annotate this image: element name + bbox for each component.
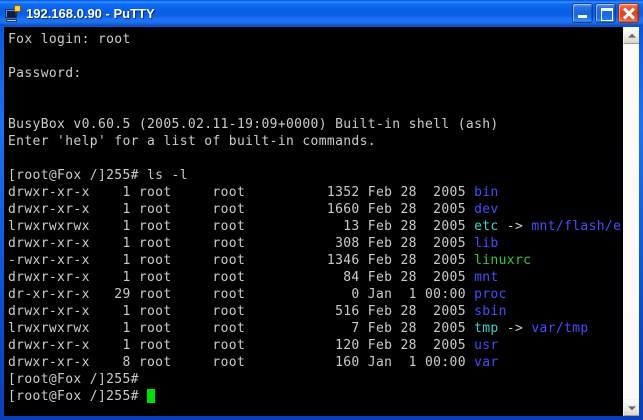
close-button[interactable] — [618, 3, 639, 23]
client-area: Fox login: root Password: BusyBox v0.60.… — [4, 27, 639, 416]
listing-row-meta: drwxr-xr-x 8 root root 160 Jan 1 00:00 — [8, 355, 475, 370]
listing-row-meta: -rwxr-xr-x 1 root root 1346 Feb 28 2005 — [8, 253, 475, 268]
symlink-target: mnt/flash/etc — [531, 219, 622, 234]
listing-entry-name: var — [474, 355, 499, 370]
block-cursor — [147, 389, 156, 403]
listing-row: drwxr-xr-x 1 root root 1352 Feb 28 2005 … — [8, 184, 622, 201]
symlink-arrow: -> — [498, 321, 532, 336]
listing-entry-name: mnt — [474, 270, 499, 285]
listing-row: drwxr-xr-x 1 root root 84 Feb 28 2005 mn… — [8, 269, 622, 286]
terminal-listing: drwxr-xr-x 1 root root 1352 Feb 28 2005 … — [8, 184, 622, 371]
listing-row-meta: dr-xr-xr-x 29 root root 0 Jan 1 00:00 — [8, 287, 475, 302]
active-prompt-line[interactable]: [root@Fox /]255# — [8, 388, 622, 405]
terminal-line: [root@Fox /]255# ls -l — [8, 168, 188, 183]
listing-row: dr-xr-xr-x 29 root root 0 Jan 1 00:00 pr… — [8, 286, 622, 303]
terminal-line: BusyBox v0.60.5 (2005.02.11-19:09+0000) … — [8, 117, 499, 132]
listing-row-meta: drwxr-xr-x 1 root root 516 Feb 28 2005 — [8, 304, 475, 319]
listing-row-meta: drwxr-xr-x 1 root root 120 Feb 28 2005 — [8, 338, 475, 353]
caption-buttons — [572, 3, 639, 23]
terminal-line: Enter 'help' for a list of built-in comm… — [8, 134, 376, 149]
listing-row-meta: drwxr-xr-x 1 root root 308 Feb 28 2005 — [8, 236, 475, 251]
putty-icon — [4, 4, 21, 22]
listing-entry-name: bin — [474, 185, 499, 200]
listing-row-meta: lrwxrwxrwx 1 root root 13 Feb 28 2005 — [8, 219, 475, 234]
listing-entry-name: tmp — [474, 321, 499, 336]
listing-row-meta: drwxr-xr-x 1 root root 1352 Feb 28 2005 — [8, 185, 475, 200]
window-title: 192.168.0.90 - PuTTY — [26, 5, 155, 21]
listing-row: lrwxrwxrwx 1 root root 13 Feb 28 2005 et… — [8, 218, 622, 235]
terminal-line: Fox login: root — [8, 32, 131, 47]
terminal-line — [8, 150, 622, 167]
listing-row-meta: drwxr-xr-x 1 root root 1660 Feb 28 2005 — [8, 202, 475, 217]
terminal-screen[interactable]: Fox login: root Password: BusyBox v0.60.… — [4, 27, 622, 416]
minimize-button[interactable] — [572, 3, 593, 23]
listing-row-meta: drwxr-xr-x 1 root root 84 Feb 28 2005 — [8, 270, 475, 285]
listing-row: drwxr-xr-x 1 root root 1660 Feb 28 2005 … — [8, 201, 622, 218]
listing-row: drwxr-xr-x 1 root root 308 Feb 28 2005 l… — [8, 235, 622, 252]
chevron-down-icon — [627, 405, 636, 410]
listing-entry-name: sbin — [474, 304, 507, 319]
title-bar[interactable]: 192.168.0.90 - PuTTY — [0, 0, 643, 26]
listing-entry-name: usr — [474, 338, 499, 353]
scrollbar-up-arrow-icon[interactable] — [623, 27, 639, 44]
putty-icon-plug — [14, 4, 21, 12]
scrollbar-track[interactable] — [623, 44, 639, 399]
terminal-line — [8, 48, 622, 65]
terminal-line: Password: — [8, 66, 82, 81]
listing-row: lrwxrwxrwx 1 root root 7 Feb 28 2005 tmp… — [8, 320, 622, 337]
maximize-button[interactable] — [595, 3, 616, 23]
listing-row: drwxr-xr-x 1 root root 120 Feb 28 2005 u… — [8, 337, 622, 354]
listing-entry-name: lib — [474, 236, 499, 251]
listing-entry-name: proc — [474, 287, 507, 302]
symlink-target: var/tmp — [531, 321, 589, 336]
listing-entry-name: etc — [474, 219, 499, 234]
prompt-line: [root@Fox /]255# — [8, 372, 139, 387]
listing-row: drwxr-xr-x 1 root root 516 Feb 28 2005 s… — [8, 303, 622, 320]
terminal-line — [8, 99, 622, 116]
terminal-prompt-lines: [root@Fox /]255# [root@Fox /]255# — [8, 371, 622, 405]
chevron-up-icon — [627, 33, 636, 38]
terminal-header-lines: Fox login: root Password: BusyBox v0.60.… — [8, 31, 622, 184]
listing-entry-name: dev — [474, 202, 499, 217]
listing-row-meta: lrwxrwxrwx 1 root root 7 Feb 28 2005 — [8, 321, 475, 336]
prompt-text: [root@Fox /]255# — [8, 389, 148, 404]
listing-row: drwxr-xr-x 8 root root 160 Jan 1 00:00 v… — [8, 354, 622, 371]
putty-icon-base — [6, 18, 17, 22]
listing-row: -rwxr-xr-x 1 root root 1346 Feb 28 2005 … — [8, 252, 622, 269]
scrollbar-down-arrow-icon[interactable] — [623, 399, 639, 416]
putty-icon-cord — [15, 10, 17, 16]
terminal-line — [8, 82, 622, 99]
terminal-scrollbar[interactable] — [622, 27, 639, 416]
symlink-arrow: -> — [498, 219, 532, 234]
listing-entry-name: linuxrc — [474, 253, 532, 268]
